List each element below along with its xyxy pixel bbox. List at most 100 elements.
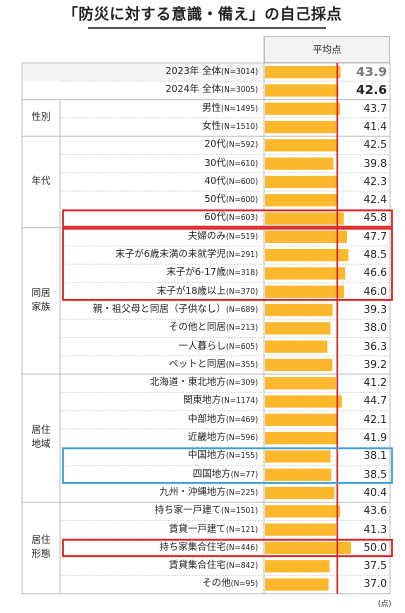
highlight-box [62, 209, 393, 228]
data-label: 45.8 [363, 212, 387, 225]
bar-40代 [265, 175, 338, 189]
data-label: 40.4 [363, 486, 387, 499]
bar-北海道・東北地方 [265, 377, 336, 390]
row-sample-size: (N=155) [225, 451, 258, 461]
bar-20代 [265, 139, 339, 152]
row-sample-size: (N=592) [225, 140, 258, 150]
row-sample-size: (N=3014) [221, 67, 258, 76]
data-label: 37.5 [363, 560, 387, 573]
row-category: 末子が6歳未満の未就学児 [115, 249, 226, 260]
data-label: 44.7 [363, 395, 387, 408]
row-label: ペットと同居(N=355) [169, 356, 258, 374]
data-label: 48.5 [363, 249, 387, 261]
row-category: 持ち家集合住宅 [159, 541, 226, 553]
row-label: その他と同居(N=213) [169, 319, 258, 337]
row-category: 男性 [202, 102, 222, 114]
row-label: 2024年 全体(N=3005) [165, 81, 258, 99]
highlight-box [62, 447, 393, 484]
data-label: 41.3 [363, 523, 387, 536]
row-category: 九州・沖縄地方 [159, 486, 226, 498]
row-label: 男性(N=1495) [202, 100, 258, 118]
bar-夫婦のみ [265, 230, 348, 243]
row-label: 20代(N=592) [204, 136, 258, 154]
row-label: 持ち家一戸建て(N=1501) [155, 502, 258, 520]
row-label: 50代(N=600) [204, 191, 258, 209]
bar-持ち家一戸建て [265, 505, 340, 518]
row-category: その他 [202, 578, 231, 590]
row-sample-size: (N=842) [225, 561, 258, 571]
row-category: 持ち家一戸建て [154, 505, 222, 517]
row-sample-size: (N=95) [230, 579, 258, 589]
bar-その他 [265, 578, 329, 591]
row-label: 夫婦のみ(N=519) [188, 228, 258, 246]
row-label: 持ち家集合住宅(N=446) [159, 539, 258, 557]
row-category: ペットと同居 [168, 358, 226, 370]
bar-女性 [265, 120, 337, 134]
data-label: 39.2 [363, 358, 387, 371]
bar-中国地方 [265, 450, 331, 463]
data-label: 38.0 [363, 322, 387, 335]
row-label: 2023年 全体(N=3014) [165, 63, 258, 81]
bar-末子が6歳未満の未就学児 [265, 249, 349, 262]
row-sample-size: (N=77) [230, 469, 258, 479]
data-label: 36.3 [363, 340, 387, 353]
row-sample-size: (N=446) [225, 542, 258, 552]
row-label: 60代(N=603) [204, 209, 258, 227]
bar-60代 [265, 212, 344, 225]
row-label: 末子が6-17歳(N=318) [166, 264, 258, 282]
bar-賃貸集合住宅 [265, 560, 330, 573]
row-category: 60代 [204, 212, 226, 224]
bar-賃貸一戸建て [265, 523, 337, 536]
row-label: 関東地方(N=1174) [183, 392, 258, 410]
data-label: 37.0 [363, 578, 387, 591]
group-label: 性別 [31, 111, 51, 123]
row-category: その他と同居 [168, 322, 226, 334]
row-sample-size: (N=600) [225, 195, 258, 205]
row-label: 末子が6歳未満の未就学児(N=291) [115, 246, 258, 264]
row-sample-size: (N=610) [225, 158, 258, 168]
table-frame [21, 62, 391, 595]
row-label: 中国地方(N=155) [188, 447, 258, 465]
column-header: 平均点 [264, 36, 390, 63]
unit-note: (点) [378, 599, 392, 608]
row-sample-size: (N=603) [225, 213, 258, 223]
row-sample-size: (N=318) [225, 268, 258, 278]
row-sample-size: (N=225) [225, 487, 258, 497]
data-label: 39.3 [363, 303, 387, 316]
bar-30代 [265, 157, 334, 170]
row-label: 一人暮らし(N=605) [178, 338, 258, 356]
row-category: 親・祖父母と同居（子供なし） [92, 303, 226, 315]
row-label: その他(N=95) [202, 575, 258, 593]
row-sample-size: (N=3005) [221, 85, 258, 95]
data-label: 38.5 [363, 468, 387, 481]
data-label: 41.4 [363, 120, 387, 133]
chart-title: 「防災に対する意識・備え」の自己採点 [62, 5, 342, 23]
row-category: 一人暮らし [178, 340, 226, 352]
bar-2023年 全体 [265, 66, 341, 79]
data-label: 43.9 [356, 64, 387, 79]
row-label: 賃貸集合住宅(N=842) [169, 557, 258, 575]
row-sample-size: (N=469) [225, 414, 258, 424]
row-category: 40代 [204, 175, 226, 187]
row-label: 女性(N=1510) [202, 118, 258, 136]
row-category: 2024年 全体 [165, 84, 222, 96]
data-label: 43.6 [363, 505, 387, 518]
row-label: 親・祖父母と同居（子供なし）(N=689) [93, 301, 258, 319]
row-sample-size: (N=355) [225, 359, 258, 369]
data-label: 41.2 [363, 377, 387, 390]
title-underline [88, 27, 326, 29]
row-category: 北海道・東北地方 [149, 377, 226, 389]
summary-row-bg [23, 63, 264, 81]
bar-九州・沖縄地方 [265, 486, 335, 500]
highlight-box [62, 538, 393, 557]
group-label: 居住 地域 [31, 425, 51, 451]
bar-親・祖父母と同居（子供なし） [265, 303, 333, 317]
group-label: 居住 形態 [31, 534, 51, 560]
row-category: 近畿地方 [187, 432, 226, 443]
row-sample-size: (N=596) [225, 433, 258, 442]
row-category: 関東地方 [183, 395, 222, 407]
row-category: 賃貸集合住宅 [168, 560, 226, 572]
row-label: 九州・沖縄地方(N=225) [159, 484, 258, 502]
bar-末子が6-17歳 [265, 267, 346, 280]
